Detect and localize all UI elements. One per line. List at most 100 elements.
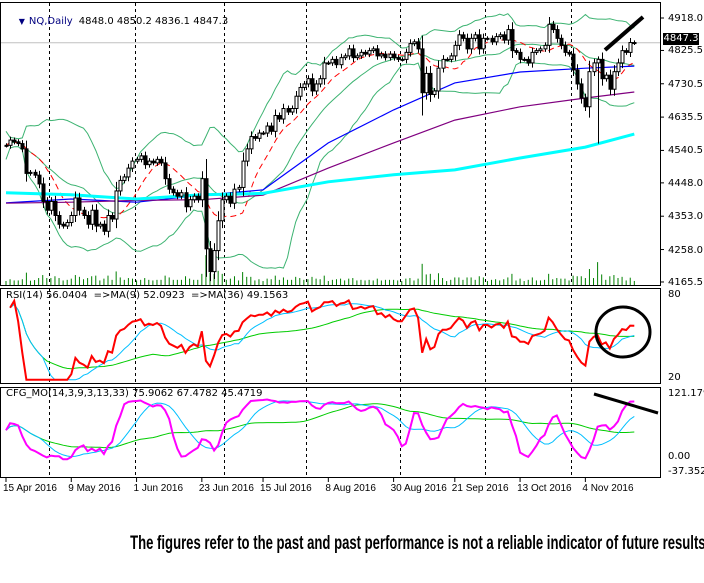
candle-body — [502, 34, 507, 41]
candle-body — [151, 160, 156, 164]
candle-body — [334, 58, 339, 66]
candle-body — [61, 223, 66, 227]
symbol-title: NQ,Daily — [28, 16, 73, 27]
candle-body — [441, 58, 446, 69]
candle — [306, 75, 311, 88]
candle — [188, 195, 193, 211]
candle-body — [404, 51, 409, 60]
candle-body — [159, 158, 164, 164]
candle-body — [355, 55, 360, 59]
cfg-axis-label: 0.00 — [668, 451, 691, 462]
candle — [465, 33, 470, 54]
candle-body — [245, 148, 250, 162]
candle — [73, 191, 78, 222]
candle-body — [424, 72, 429, 94]
candle — [216, 211, 221, 261]
candle-body — [49, 200, 54, 211]
disclaimer: The figures refer to the past and past p… — [0, 533, 704, 555]
candle-body — [139, 155, 144, 160]
candle-body — [367, 50, 372, 55]
candle-body — [461, 34, 466, 39]
candle — [547, 16, 552, 53]
candle-body — [45, 200, 50, 211]
candle — [12, 137, 17, 145]
candle — [522, 57, 527, 62]
candle-body — [102, 223, 107, 232]
moving-average-cyan — [5, 132, 635, 201]
price-tick: 4165.5 — [668, 276, 703, 288]
candle — [432, 87, 437, 98]
ohlc-values: 4848.0 4850.2 4836.1 4847.3 — [78, 16, 229, 27]
candle — [241, 152, 246, 197]
candle-body — [538, 48, 543, 52]
candle — [175, 189, 180, 200]
candle — [498, 32, 503, 40]
candle — [204, 159, 209, 277]
candle-body — [465, 37, 470, 50]
candle — [179, 189, 184, 200]
price-tick: 4448.0 — [668, 177, 703, 189]
candle-body — [449, 55, 454, 60]
candle — [449, 52, 454, 63]
candle — [596, 56, 601, 144]
candle-body — [208, 248, 213, 273]
candle-body — [82, 209, 87, 217]
candle — [351, 44, 356, 62]
candle-body — [608, 74, 613, 90]
candle-body — [224, 195, 229, 201]
candle-body — [12, 139, 17, 143]
candle-body — [277, 115, 282, 120]
candle-body — [518, 51, 523, 60]
cfg-main-line — [5, 398, 635, 461]
candle-body — [4, 144, 9, 147]
candle-body — [347, 48, 352, 57]
candle — [37, 170, 42, 189]
price-tick: 4353.0 — [668, 211, 703, 223]
candle — [53, 195, 58, 222]
triangle-down-icon[interactable]: ▼ — [18, 17, 25, 26]
candle — [61, 221, 66, 229]
candle — [8, 136, 13, 149]
candle — [339, 53, 344, 69]
candle-body — [555, 29, 560, 39]
price-tick: 4635.5 — [668, 112, 703, 124]
candle-body — [155, 158, 160, 164]
date-tick: 4 Nov 2016 — [582, 483, 634, 494]
candle-body — [587, 71, 592, 108]
date-tick: 8 Aug 2016 — [325, 483, 376, 494]
candle — [628, 37, 633, 57]
candle-body — [383, 53, 388, 59]
candle-body — [90, 209, 95, 225]
candle — [294, 91, 299, 114]
candle — [579, 78, 584, 104]
candle — [481, 33, 486, 54]
candle — [461, 31, 466, 42]
candle — [538, 46, 543, 54]
candle — [343, 53, 348, 61]
date-tick: 30 Aug 2016 — [390, 483, 447, 494]
candle — [559, 34, 564, 50]
date-tick: 13 Oct 2016 — [517, 483, 572, 494]
candle-body — [339, 57, 344, 66]
candle — [563, 41, 568, 57]
candle-body — [620, 50, 625, 64]
candle-body — [175, 192, 180, 197]
candle-body — [290, 108, 295, 113]
candle-body — [526, 58, 531, 64]
candle-body — [392, 53, 397, 59]
candle — [147, 158, 152, 168]
candle-body — [420, 48, 425, 94]
candle-body — [73, 197, 78, 217]
rsi-panel-header: RSI(14) 56.0404 =>MA(9) 52.0923 =>MA(36)… — [6, 290, 289, 301]
candle — [334, 55, 339, 69]
candle-body — [330, 58, 335, 64]
chart-canvas[interactable] — [0, 0, 704, 500]
candle-body — [57, 215, 62, 225]
date-tick: 23 Jun 2016 — [198, 483, 254, 494]
candle-body — [400, 58, 405, 61]
candle — [28, 169, 33, 176]
candle-body — [204, 178, 209, 250]
candle — [118, 175, 123, 196]
candle — [302, 80, 307, 91]
candle-body — [37, 174, 42, 185]
